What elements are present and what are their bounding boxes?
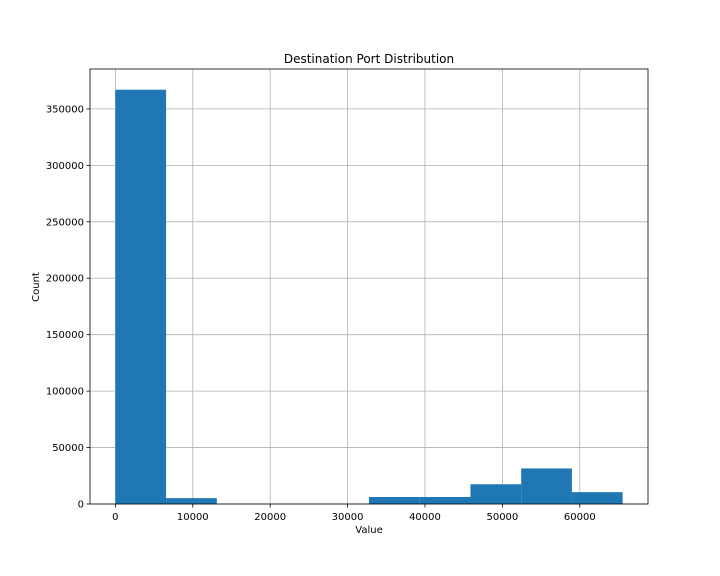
y-tick-label: 300000 <box>46 161 84 172</box>
y-tick-label: 250000 <box>46 217 84 228</box>
x-axis-ticks: 0 10000 20000 30000 40000 50000 60000 <box>112 504 596 523</box>
grid-lines <box>90 69 648 505</box>
y-tick-label: 150000 <box>46 330 84 341</box>
x-tick-label: 0 <box>112 512 118 523</box>
chart-title: Destination Port Distribution <box>284 52 454 66</box>
x-tick-label: 20000 <box>254 512 286 523</box>
y-axis-label: Count <box>31 272 42 302</box>
histogram-bars <box>115 89 623 504</box>
x-axis-label: Value <box>355 525 382 536</box>
histogram-bar-8 <box>470 484 522 504</box>
x-tick-label: 30000 <box>332 512 364 523</box>
histogram-bar-1 <box>115 89 167 504</box>
histogram-bar-7 <box>419 497 471 504</box>
y-axis-ticks: 0 50000 100000 150000 200000 250000 300000 3500… <box>46 104 90 511</box>
histogram-bar-2 <box>166 498 217 504</box>
x-tick-label: 40000 <box>409 512 441 523</box>
histogram-bar-6 <box>369 497 420 504</box>
plot-frame <box>89 68 649 505</box>
y-tick-label: 100000 <box>46 387 84 398</box>
y-tick-label: 50000 <box>52 443 84 454</box>
histogram-bar-9 <box>521 468 572 504</box>
histogram-bar-10 <box>571 492 623 504</box>
x-tick-label: 10000 <box>177 512 209 523</box>
y-tick-label: 0 <box>78 500 84 511</box>
x-tick-label: 60000 <box>564 512 596 523</box>
y-tick-label: 350000 <box>46 104 84 115</box>
y-tick-label: 200000 <box>46 274 84 285</box>
x-tick-label: 50000 <box>486 512 518 523</box>
